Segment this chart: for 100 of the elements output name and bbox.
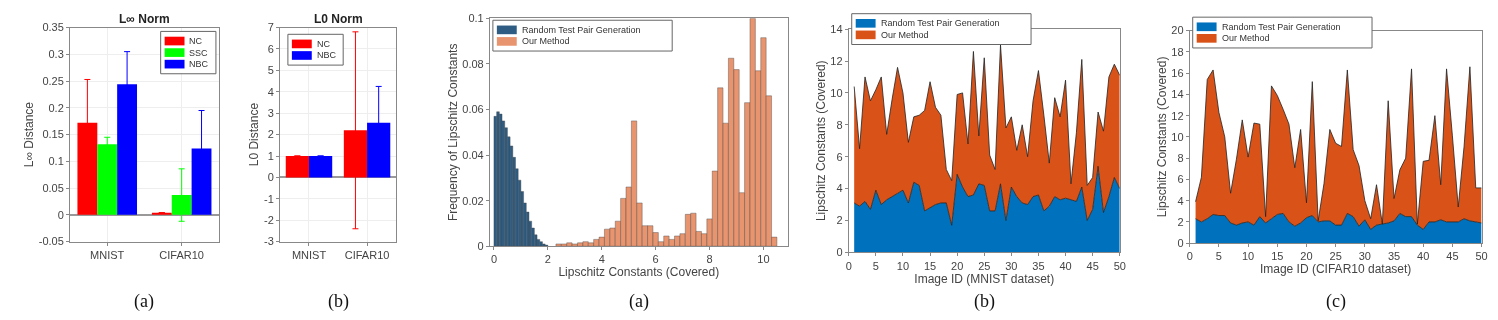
y-tick-label: 3 <box>267 107 274 120</box>
y-tick-label: -1 <box>263 192 274 205</box>
bar <box>151 212 172 215</box>
y-tick-label: 20 <box>1171 24 1184 37</box>
text: (b) <box>328 291 349 312</box>
x-tick-label: 15 <box>1271 250 1284 263</box>
text: (a) <box>134 291 154 312</box>
legend-label: Our Method <box>881 30 929 40</box>
y-tick-label: 10 <box>830 86 843 99</box>
y-tick-label: 4 <box>1177 194 1184 207</box>
y-tick-label: 6 <box>1177 173 1184 186</box>
y-axis-title: Frequency of Lipschitz Constants <box>445 43 460 221</box>
y-tick-label: 0.02 <box>462 194 484 207</box>
y-axis-title: L0 Distance <box>247 102 262 167</box>
legend-label: Our Method <box>1222 33 1270 43</box>
y-tick-label: -3 <box>263 235 274 248</box>
x-tick-label: 5 <box>1215 250 1222 263</box>
legend-label: NBC <box>317 50 337 60</box>
y-tick-label: 14 <box>1171 88 1184 101</box>
y-tick-label: 8 <box>1177 152 1184 164</box>
x-tick-label: 20 <box>951 259 964 272</box>
y-tick-label: 0.08 <box>462 57 484 70</box>
y-tick-label: 12 <box>1171 109 1184 122</box>
y-tick-label: 0 <box>267 171 274 184</box>
y-tick-label: 16 <box>1171 66 1184 79</box>
x-tick-label: 2 <box>544 253 551 266</box>
bar <box>308 156 333 178</box>
x-tick-label: CIFAR10 <box>344 248 390 261</box>
text: (b) <box>974 291 995 312</box>
y-tick-label: 0.25 <box>42 74 64 87</box>
y-tick-label: 4 <box>836 182 843 195</box>
legend-label: NC <box>189 36 203 46</box>
y-tick-label: 6 <box>836 150 843 163</box>
legend-label: Our Method <box>522 36 570 46</box>
x-tick-label: MNIST <box>291 248 327 261</box>
x-tick-label: 10 <box>1241 250 1255 263</box>
y-tick-label: 14 <box>830 22 843 35</box>
y-tick-label: 0 <box>57 208 64 221</box>
y-tick-label: 2 <box>836 214 843 227</box>
text: (c) <box>1326 291 1346 312</box>
y-tick-label: 0.15 <box>42 128 64 141</box>
x-tick-label: 20 <box>1300 250 1313 263</box>
x-tick-label: 5 <box>872 259 879 272</box>
y-tick-label: 0.04 <box>462 148 484 161</box>
y-tick-label: 1 <box>267 149 274 162</box>
x-tick-label: CIFAR10 <box>159 248 204 261</box>
legend-label: Random Test Pair Generation <box>1222 22 1341 32</box>
x-axis-title: Image ID (CIFAR10 dataset) <box>1259 262 1412 277</box>
chart-title: L∞ Norm <box>119 12 170 26</box>
legend-label: NBC <box>189 59 209 69</box>
x-tick-label: 10 <box>757 253 770 266</box>
y-tick-label: 0.05 <box>42 181 64 194</box>
y-tick-label: 6 <box>267 42 274 55</box>
y-tick-label: 12 <box>830 54 843 67</box>
y-tick-label: 18 <box>1171 45 1184 58</box>
x-tick-label: MNIST <box>90 248 125 261</box>
y-tick-label: 0.06 <box>462 103 484 116</box>
x-axis-title: Image ID (MNIST dataset) <box>914 271 1055 286</box>
x-tick-label: 40 <box>1059 259 1072 272</box>
legend-label: Random Test Pair Generation <box>881 18 1000 28</box>
x-tick-label: 0 <box>1186 250 1193 263</box>
x-tick-label: 30 <box>1358 250 1371 263</box>
bar <box>285 156 309 178</box>
y-tick-label: 0.2 <box>48 101 64 114</box>
y-tick-label: 10 <box>1171 130 1184 143</box>
x-tick-label: 10 <box>896 259 910 272</box>
x-tick-label: 25 <box>978 259 991 272</box>
y-tick-label: 0.1 <box>48 155 64 168</box>
chart-title: L0 Norm <box>314 12 363 26</box>
x-tick-label: 45 <box>1446 250 1459 263</box>
x-tick-label: 0 <box>845 259 852 272</box>
y-tick-label: 0.3 <box>48 48 64 61</box>
y-tick-label: 2 <box>1177 215 1184 228</box>
x-tick-label: 45 <box>1086 259 1099 272</box>
y-axis-title: Lipschitz Constants (Covered) <box>813 60 828 222</box>
x-tick-label: 25 <box>1329 250 1342 263</box>
y-tick-label: 0 <box>1177 237 1184 250</box>
y-tick-label: 2 <box>267 128 274 141</box>
x-tick-label: 50 <box>1113 259 1126 272</box>
legend-label: SSC <box>189 48 209 58</box>
y-tick-label: 0 <box>477 240 484 253</box>
y-tick-label: -0.05 <box>38 235 64 248</box>
x-tick-label: 6 <box>652 253 659 266</box>
x-tick-label: 0 <box>490 253 498 266</box>
x-tick-label: 35 <box>1387 250 1401 263</box>
x-tick-label: 40 <box>1417 250 1430 263</box>
y-tick-label: 8 <box>836 118 843 131</box>
x-tick-label: 15 <box>923 259 937 272</box>
x-tick-label: 35 <box>1032 259 1045 272</box>
legend-label: NC <box>317 39 331 49</box>
text: (a) <box>629 291 649 312</box>
y-tick-label: 4 <box>267 85 274 98</box>
y-tick-label: 0.1 <box>468 12 484 25</box>
x-tick-label: 8 <box>706 253 713 266</box>
x-tick-label: 30 <box>1005 259 1018 272</box>
y-tick-label: 5 <box>267 64 274 77</box>
y-tick-label: -2 <box>263 214 274 227</box>
y-tick-label: 7 <box>267 21 274 34</box>
y-axis-title: Lipschitz Constants (Covered) <box>1154 56 1169 218</box>
legend-label: Random Test Pair Generation <box>522 25 641 35</box>
